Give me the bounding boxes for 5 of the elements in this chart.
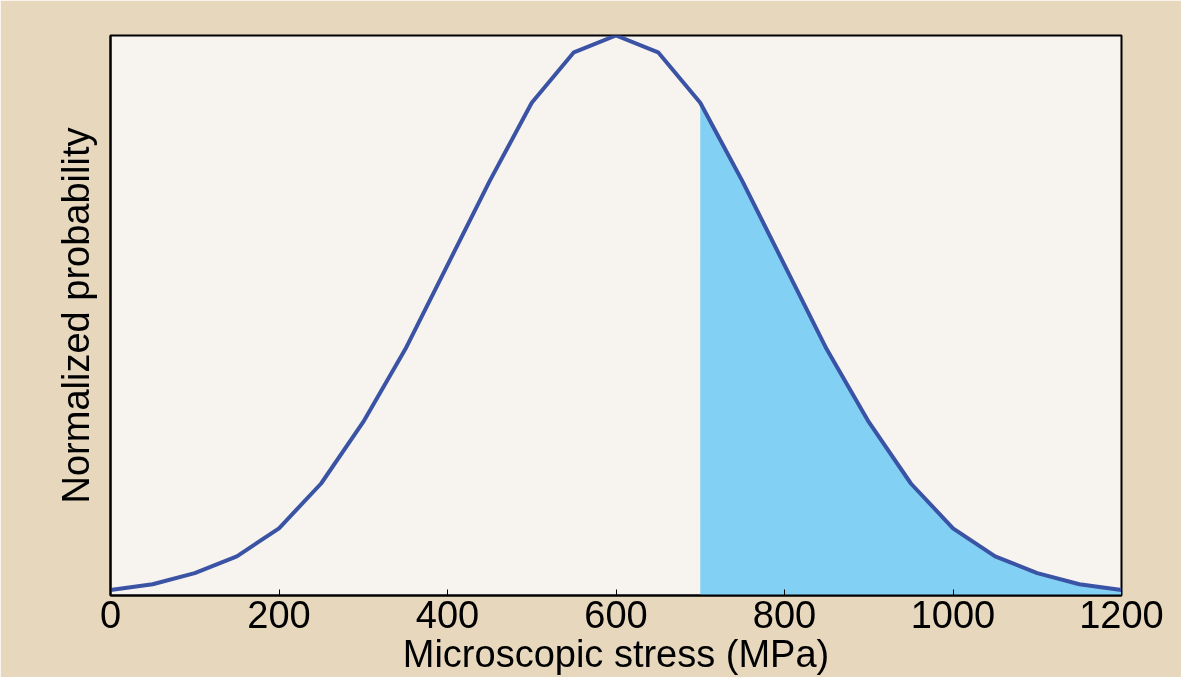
y-axis-title: Normalized probability [54, 127, 97, 504]
x-tick-label: 1200 [1079, 593, 1164, 636]
x-tick-label: 1000 [910, 593, 996, 636]
x-tick-label: 200 [247, 593, 311, 636]
x-tick-label: 0 [99, 593, 122, 636]
